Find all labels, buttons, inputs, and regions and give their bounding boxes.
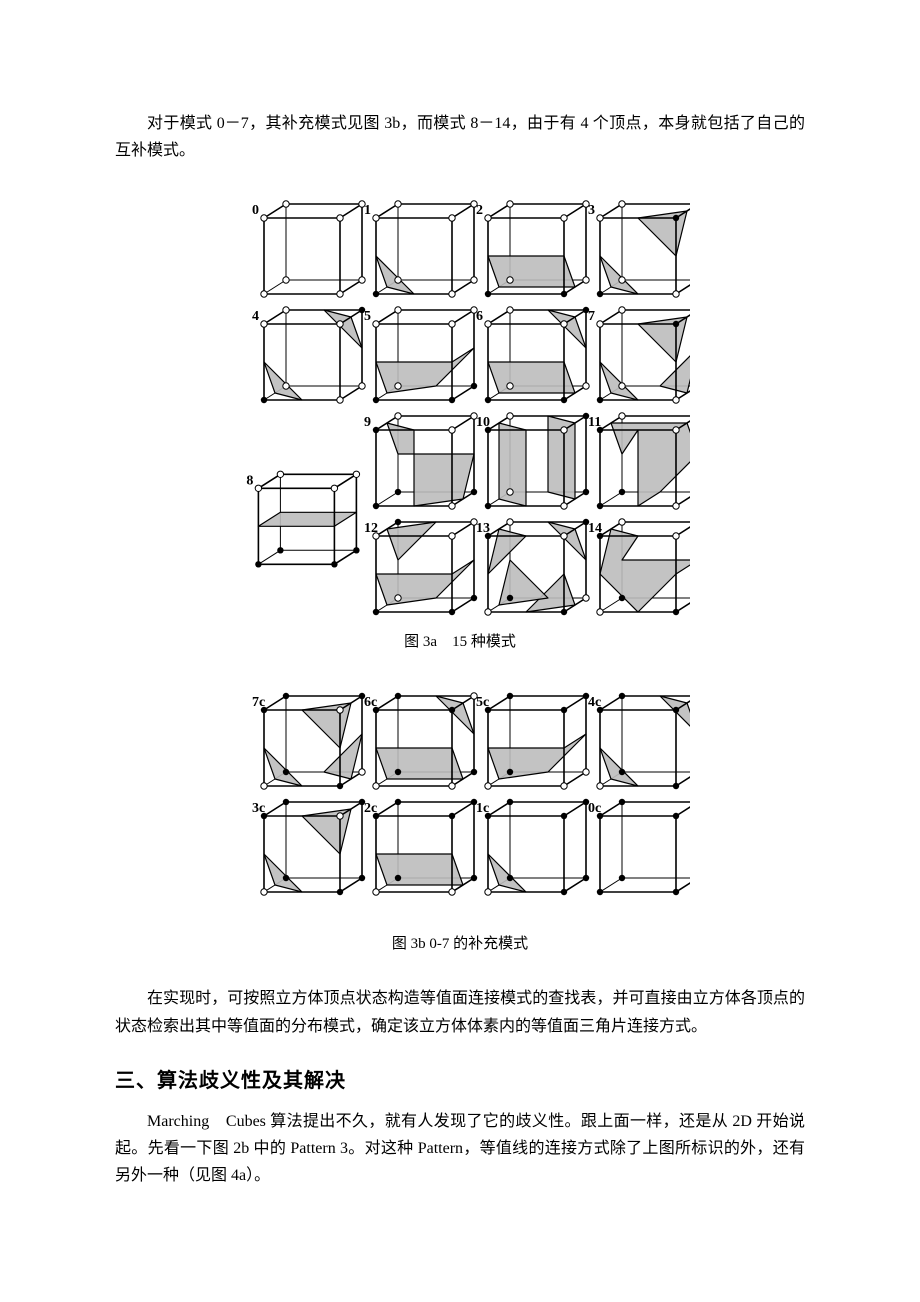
paragraph-intro: 对于模式 0－7，其补充模式见图 3b，而模式 8－14，由于有 4 个顶点，本… (115, 110, 805, 164)
figure-3a: 01234567891011121314 (230, 192, 690, 622)
svg-text:1: 1 (364, 203, 371, 218)
svg-text:9: 9 (364, 415, 371, 430)
caption-fig3b: 图 3b 0-7 的补充模式 (115, 932, 805, 958)
svg-text:7: 7 (588, 309, 595, 324)
svg-text:2: 2 (476, 203, 483, 218)
section-heading-3: 三、算法歧义性及其解决 (115, 1064, 805, 1098)
svg-text:3: 3 (588, 203, 595, 218)
svg-text:8: 8 (246, 474, 253, 489)
svg-text:4: 4 (252, 309, 259, 324)
paragraph-ambiguity: Marching Cubes 算法提出不久，就有人发现了它的歧义性。跟上面一样，… (115, 1108, 805, 1190)
svg-text:0: 0 (252, 203, 259, 218)
figure-3b: 7c6c5c4c3c2c1c0c (230, 684, 690, 924)
svg-text:6: 6 (476, 309, 483, 324)
caption-fig3a: 图 3a 15 种模式 (115, 630, 805, 656)
paragraph-impl: 在实现时，可按照立方体顶点状态构造等值面连接模式的查找表，并可直接由立方体各顶点… (115, 985, 805, 1039)
svg-text:5: 5 (364, 309, 371, 324)
